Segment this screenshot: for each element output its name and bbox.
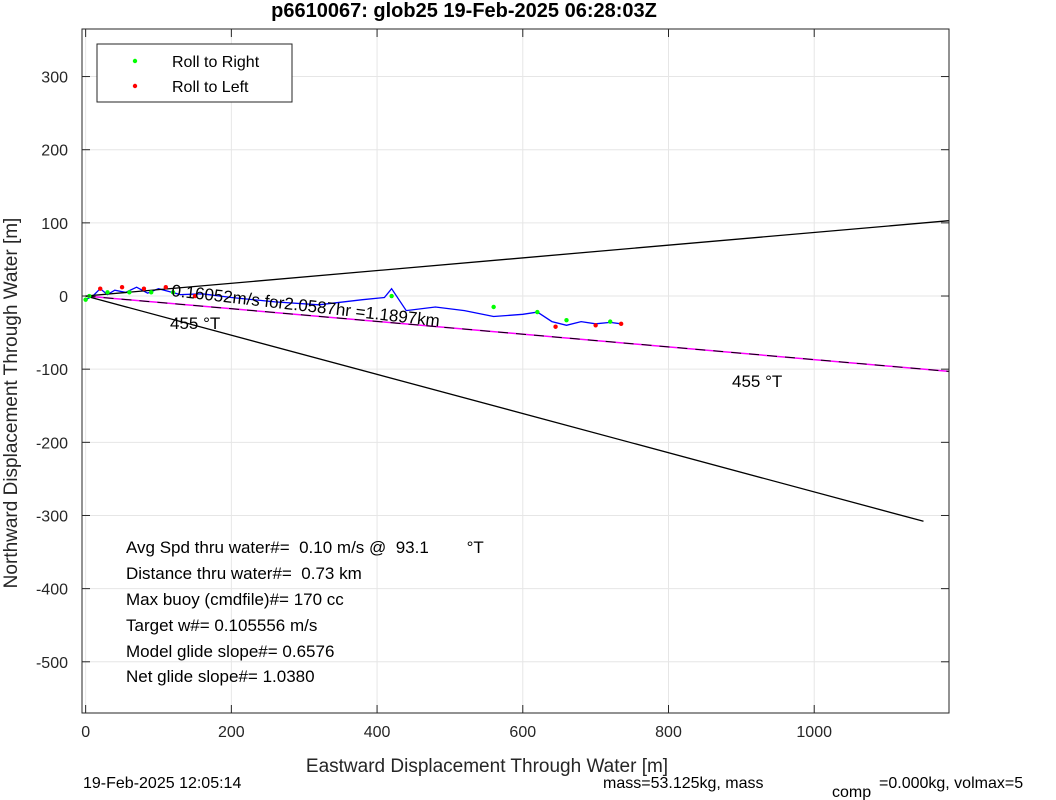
- footer-mass: mass=53.125kg, mass: [603, 775, 764, 792]
- legend-marker-roll-right: [132, 58, 138, 64]
- roll-left-point: [593, 323, 598, 328]
- footer-mass-tail: =0.000kg, volmax=5: [879, 775, 1023, 792]
- axis-ticks: 0 200 400 600 800 10003002001000-100-200-300-…: [36, 29, 949, 741]
- y-tick-label: 300: [41, 70, 68, 87]
- stat-distance: Distance thru water#= 0.73 km: [126, 564, 362, 583]
- roll-right-point: [127, 290, 132, 295]
- plot-area: [82, 29, 949, 713]
- roll-left-point: [553, 324, 558, 329]
- roll-right-point: [535, 309, 540, 315]
- series-heading-cone-lower: [85, 295, 924, 522]
- stat-max-buoy: Max buoy (cmdfile)#= 170 cc: [126, 590, 344, 609]
- direction-dashed-overlay: [85, 295, 950, 372]
- x-tick-label: 200: [218, 724, 245, 741]
- footer-timestamp: 19-Feb-2025 12:05:14: [83, 775, 241, 792]
- y-axis-label: Northward Displacement Through Water [m]: [1, 218, 22, 589]
- grid: [82, 29, 949, 713]
- x-tick-label: 1000: [796, 724, 832, 741]
- roll-right-point: [170, 290, 176, 295]
- roll-right-point: [608, 319, 613, 324]
- roll-right-point: [564, 317, 569, 323]
- plot-frame: [81, 28, 950, 714]
- roll-left-point: [119, 285, 125, 290]
- roll-left-point: [98, 286, 103, 291]
- stat-target-w: Target w#= 0.105556 m/s: [126, 616, 317, 635]
- roll-right-point: [149, 290, 154, 295]
- roll-right-point: [389, 293, 394, 299]
- roll-left-point: [192, 293, 198, 299]
- heading-label-left: 455 °T: [170, 314, 220, 333]
- x-tick-label: 0: [81, 724, 90, 741]
- roll-left-point: [618, 321, 624, 327]
- legend: Roll to Right Roll to Left: [96, 43, 293, 103]
- stat-model-glide: Model glide slope#= 0.6576: [126, 642, 334, 661]
- roll-left-point: [141, 286, 147, 291]
- x-tick-label: 600: [509, 724, 536, 741]
- y-tick-label: -100: [36, 362, 68, 379]
- stats-block: Avg Spd thru water#= 0.10 m/s @ 93.1 °T …: [126, 538, 484, 686]
- chart-title: p6610067: glob25 19-Feb-2025 06:28:03Z: [271, 0, 657, 22]
- y-tick-label: 100: [41, 216, 68, 233]
- roll-markers: [83, 285, 624, 329]
- y-tick-label: -300: [36, 508, 68, 525]
- y-tick-label: -500: [36, 655, 68, 672]
- stat-net-glide: Net glide slope#= 1.0380: [126, 667, 315, 686]
- footer-mass-comp: comp: [832, 784, 871, 800]
- stat-avg-speed: Avg Spd thru water#= 0.10 m/s @ 93.1 °T: [126, 538, 484, 557]
- roll-right-point: [83, 297, 88, 302]
- x-tick-label: 400: [364, 724, 391, 741]
- y-tick-label: 0: [59, 289, 68, 306]
- x-tick-label: 800: [655, 724, 682, 741]
- roll-left-point: [163, 285, 168, 290]
- series-lines: [85, 220, 950, 522]
- roll-right-point: [105, 290, 110, 295]
- legend-marker-roll-left: [132, 83, 138, 89]
- heading-label-right: 455 °T: [732, 372, 782, 391]
- y-tick-label: -200: [36, 435, 68, 452]
- x-axis-label: Eastward Displacement Through Water [m]: [306, 756, 668, 777]
- legend-box: [96, 43, 293, 103]
- series-heading-cone-upper: [85, 220, 950, 297]
- legend-label-roll-right: Roll to Right: [172, 54, 260, 71]
- y-tick-label: 200: [41, 143, 68, 160]
- legend-label-roll-left: Roll to Left: [172, 79, 249, 96]
- y-tick-label: -400: [36, 582, 68, 599]
- roll-right-point: [491, 304, 496, 310]
